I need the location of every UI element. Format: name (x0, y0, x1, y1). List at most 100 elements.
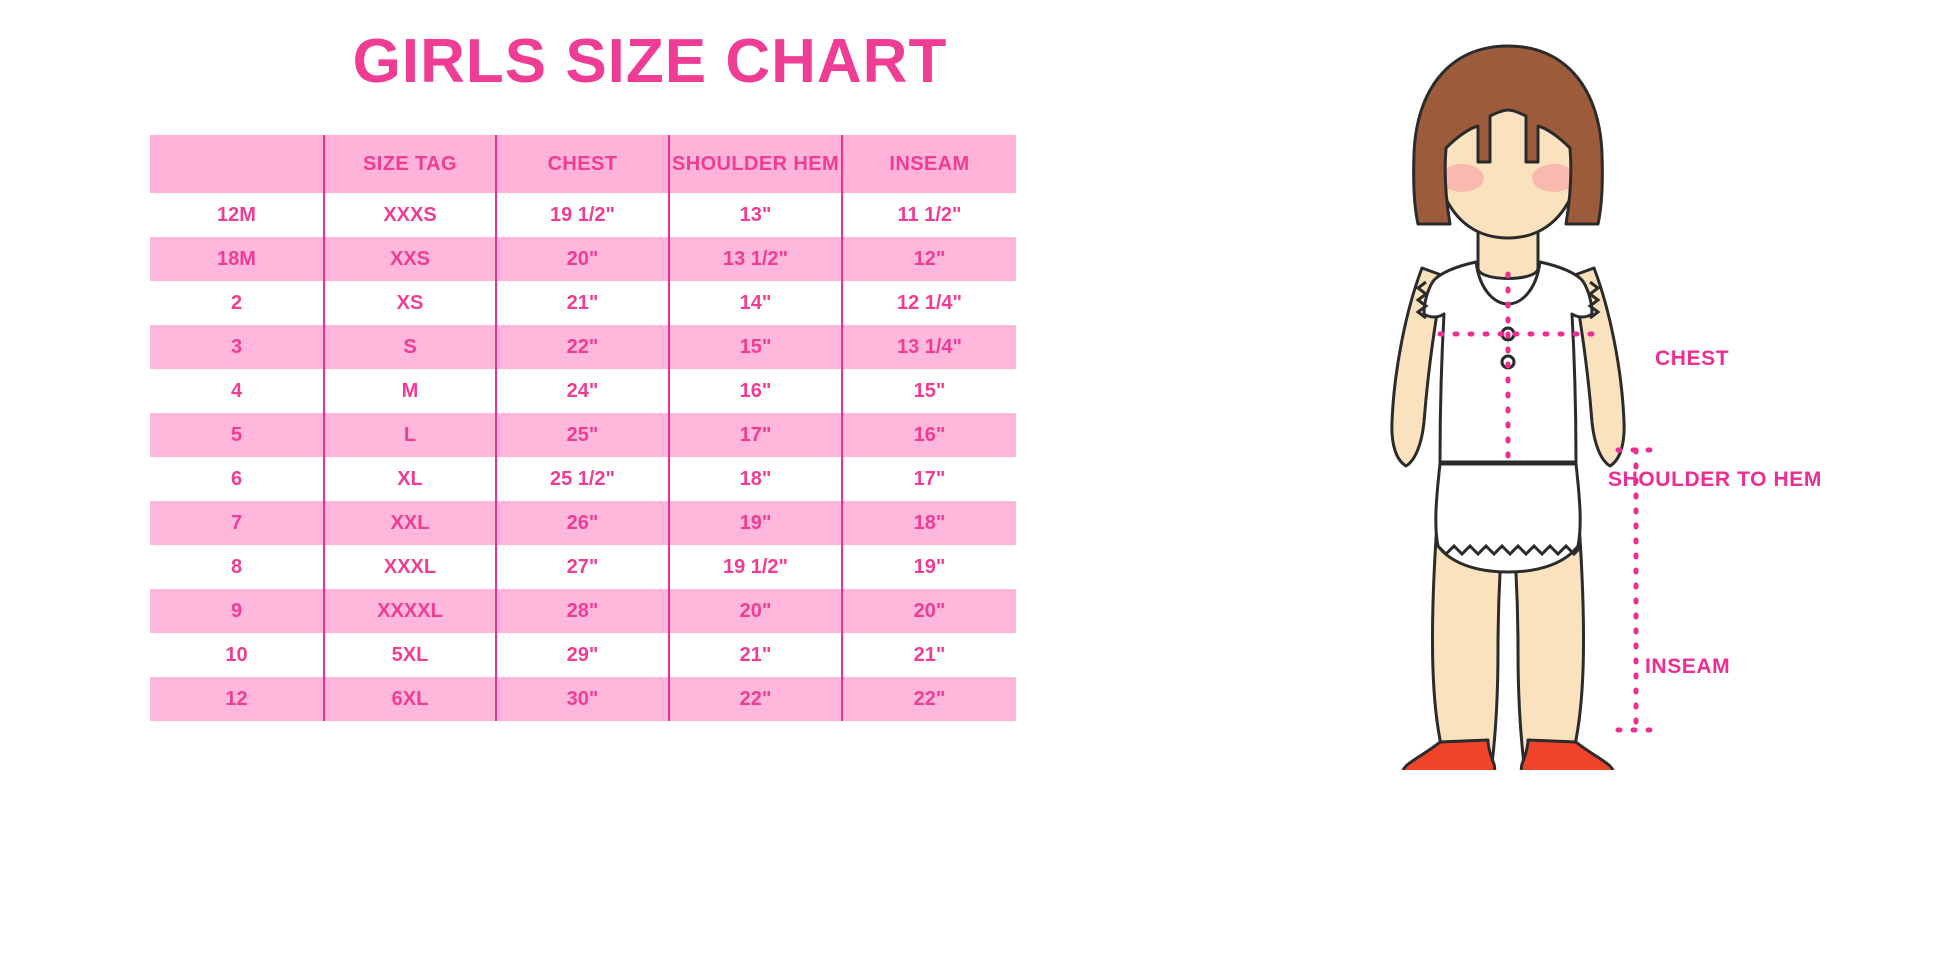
column-header-size-tag: SIZE TAG (323, 135, 496, 193)
cell-shoulder-hem: 16" (668, 369, 842, 413)
cell-size-tag: M (323, 369, 496, 413)
cell-size-tag: S (323, 325, 496, 369)
skirt-shape (1434, 462, 1582, 574)
callout-label-shoulder-to-hem: SHOULDER TO HEM (1608, 468, 1822, 491)
cell-size-tag: L (323, 413, 496, 457)
cell-inseam: 19" (841, 545, 1016, 589)
right-shoe-shape (1519, 738, 1615, 770)
cell-inseam: 12 1/4" (841, 281, 1016, 325)
table-row: 8 XXXL 27" 19 1/2" 19" (150, 545, 1016, 589)
table-row: 2 XS 21" 14" 12 1/4" (150, 281, 1016, 325)
right-sleeve-ruffle (1587, 280, 1601, 320)
cell-size: 9 (150, 589, 324, 633)
table-head: SIZE TAG CHEST SHOULDER HEM INSEAM (150, 135, 1016, 193)
cell-size: 8 (150, 545, 324, 589)
cell-size: 2 (150, 281, 324, 325)
cell-chest: 21" (495, 281, 669, 325)
cell-inseam: 17" (841, 457, 1016, 501)
cell-size-tag: XXXXL (323, 589, 496, 633)
table-row: 12M XXXS 19 1/2" 13" 11 1/2" (150, 193, 1016, 237)
cell-size: 3 (150, 325, 324, 369)
cell-shoulder-hem: 13 1/2" (668, 237, 842, 281)
cell-chest: 29" (495, 633, 669, 677)
table-row: 3 S 22" 15" 13 1/4" (150, 325, 1016, 369)
callout-label-chest: CHEST (1655, 347, 1730, 370)
page-title: GIRLS SIZE CHART (352, 27, 948, 96)
cell-chest: 22" (495, 325, 669, 369)
column-header-size (150, 135, 324, 193)
column-header-shoulder-hem: SHOULDER HEM (668, 135, 842, 193)
cell-size-tag: XXS (323, 237, 496, 281)
cell-inseam: 13 1/4" (841, 325, 1016, 369)
girl-figure-illustration (1330, 30, 1710, 770)
cell-size-tag: XS (323, 281, 496, 325)
cell-inseam: 22" (841, 677, 1016, 721)
table-row: 4 M 24" 16" 15" (150, 369, 1016, 413)
column-header-inseam: INSEAM (841, 135, 1016, 193)
left-sleeve-ruffle (1415, 280, 1429, 320)
cell-shoulder-hem: 17" (668, 413, 842, 457)
skirt-ruffle-edge (1436, 543, 1582, 557)
cell-size: 7 (150, 501, 324, 545)
shoes (1401, 738, 1615, 770)
cell-shoulder-hem: 18" (668, 457, 842, 501)
cell-inseam: 15" (841, 369, 1016, 413)
cell-shoulder-hem: 19 1/2" (668, 545, 842, 589)
cell-size-tag: XXL (323, 501, 496, 545)
cell-chest: 24" (495, 369, 669, 413)
measurement-guides (1437, 271, 1639, 733)
table-header-row: SIZE TAG CHEST SHOULDER HEM INSEAM (150, 135, 1016, 193)
cell-shoulder-hem: 20" (668, 589, 842, 633)
cell-size: 6 (150, 457, 324, 501)
cell-chest: 19 1/2" (495, 193, 669, 237)
cell-inseam: 18" (841, 501, 1016, 545)
table-row: 18M XXS 20" 13 1/2" 12" (150, 237, 1016, 281)
cell-size: 18M (150, 237, 324, 281)
cell-shoulder-hem: 14" (668, 281, 842, 325)
cell-inseam: 20" (841, 589, 1016, 633)
cell-shoulder-hem: 15" (668, 325, 842, 369)
table-row: 10 5XL 29" 21" 21" (150, 633, 1016, 677)
cheeks (1440, 164, 1576, 192)
table-body: 12M XXXS 19 1/2" 13" 11 1/2" 18M XXS 20" 13 1/2"… (150, 193, 1016, 721)
cell-shoulder-hem: 19" (668, 501, 842, 545)
cell-inseam: 21" (841, 633, 1016, 677)
left-cheek-blush (1440, 164, 1484, 192)
cell-size-tag: 5XL (323, 633, 496, 677)
cell-shoulder-hem: 13" (668, 193, 842, 237)
cell-size: 12M (150, 193, 324, 237)
cell-chest: 20" (495, 237, 669, 281)
cell-size: 10 (150, 633, 324, 677)
cell-shoulder-hem: 22" (668, 677, 842, 721)
cell-chest: 26" (495, 501, 669, 545)
size-table-container: SIZE TAG CHEST SHOULDER HEM INSEAM 12M XX… (150, 135, 1016, 721)
cell-size: 12 (150, 677, 324, 721)
inseam-end-caps (1615, 447, 1657, 733)
hair-shape (1412, 44, 1604, 226)
table-row: 7 XXL 26" 19" 18" (150, 501, 1016, 545)
cell-chest: 28" (495, 589, 669, 633)
table-row: 5 L 25" 17" 16" (150, 413, 1016, 457)
cell-size: 4 (150, 369, 324, 413)
cell-chest: 25" (495, 413, 669, 457)
size-table: SIZE TAG CHEST SHOULDER HEM INSEAM 12M XX… (150, 135, 1016, 721)
cell-size-tag: 6XL (323, 677, 496, 721)
cell-inseam: 16" (841, 413, 1016, 457)
cell-inseam: 11 1/2" (841, 193, 1016, 237)
cell-size-tag: XXXL (323, 545, 496, 589)
table-row: 12 6XL 30" 22" 22" (150, 677, 1016, 721)
cell-size: 5 (150, 413, 324, 457)
cell-size-tag: XXXS (323, 193, 496, 237)
cell-chest: 25 1/2" (495, 457, 669, 501)
cell-size-tag: XL (323, 457, 496, 501)
table-row: 9 XXXXL 28" 20" 20" (150, 589, 1016, 633)
callout-label-inseam: INSEAM (1645, 655, 1731, 678)
right-cheek-blush (1532, 164, 1576, 192)
left-shoe-shape (1401, 738, 1497, 770)
cell-shoulder-hem: 21" (668, 633, 842, 677)
table-row: 6 XL 25 1/2" 18" 17" (150, 457, 1016, 501)
column-header-chest: CHEST (495, 135, 669, 193)
cell-inseam: 12" (841, 237, 1016, 281)
cell-chest: 27" (495, 545, 669, 589)
